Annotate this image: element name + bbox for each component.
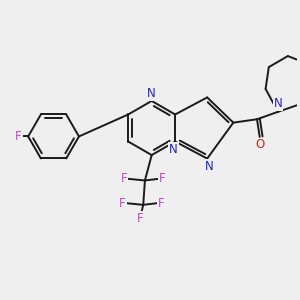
Text: O: O [256, 139, 265, 152]
Text: N: N [147, 87, 156, 100]
Text: F: F [136, 212, 143, 225]
Text: N: N [274, 97, 282, 110]
Text: F: F [159, 172, 166, 185]
Text: F: F [15, 130, 22, 143]
Text: N: N [169, 143, 178, 156]
Text: F: F [121, 172, 127, 185]
Text: F: F [158, 196, 164, 210]
Text: N: N [205, 160, 213, 172]
Text: F: F [119, 196, 126, 210]
